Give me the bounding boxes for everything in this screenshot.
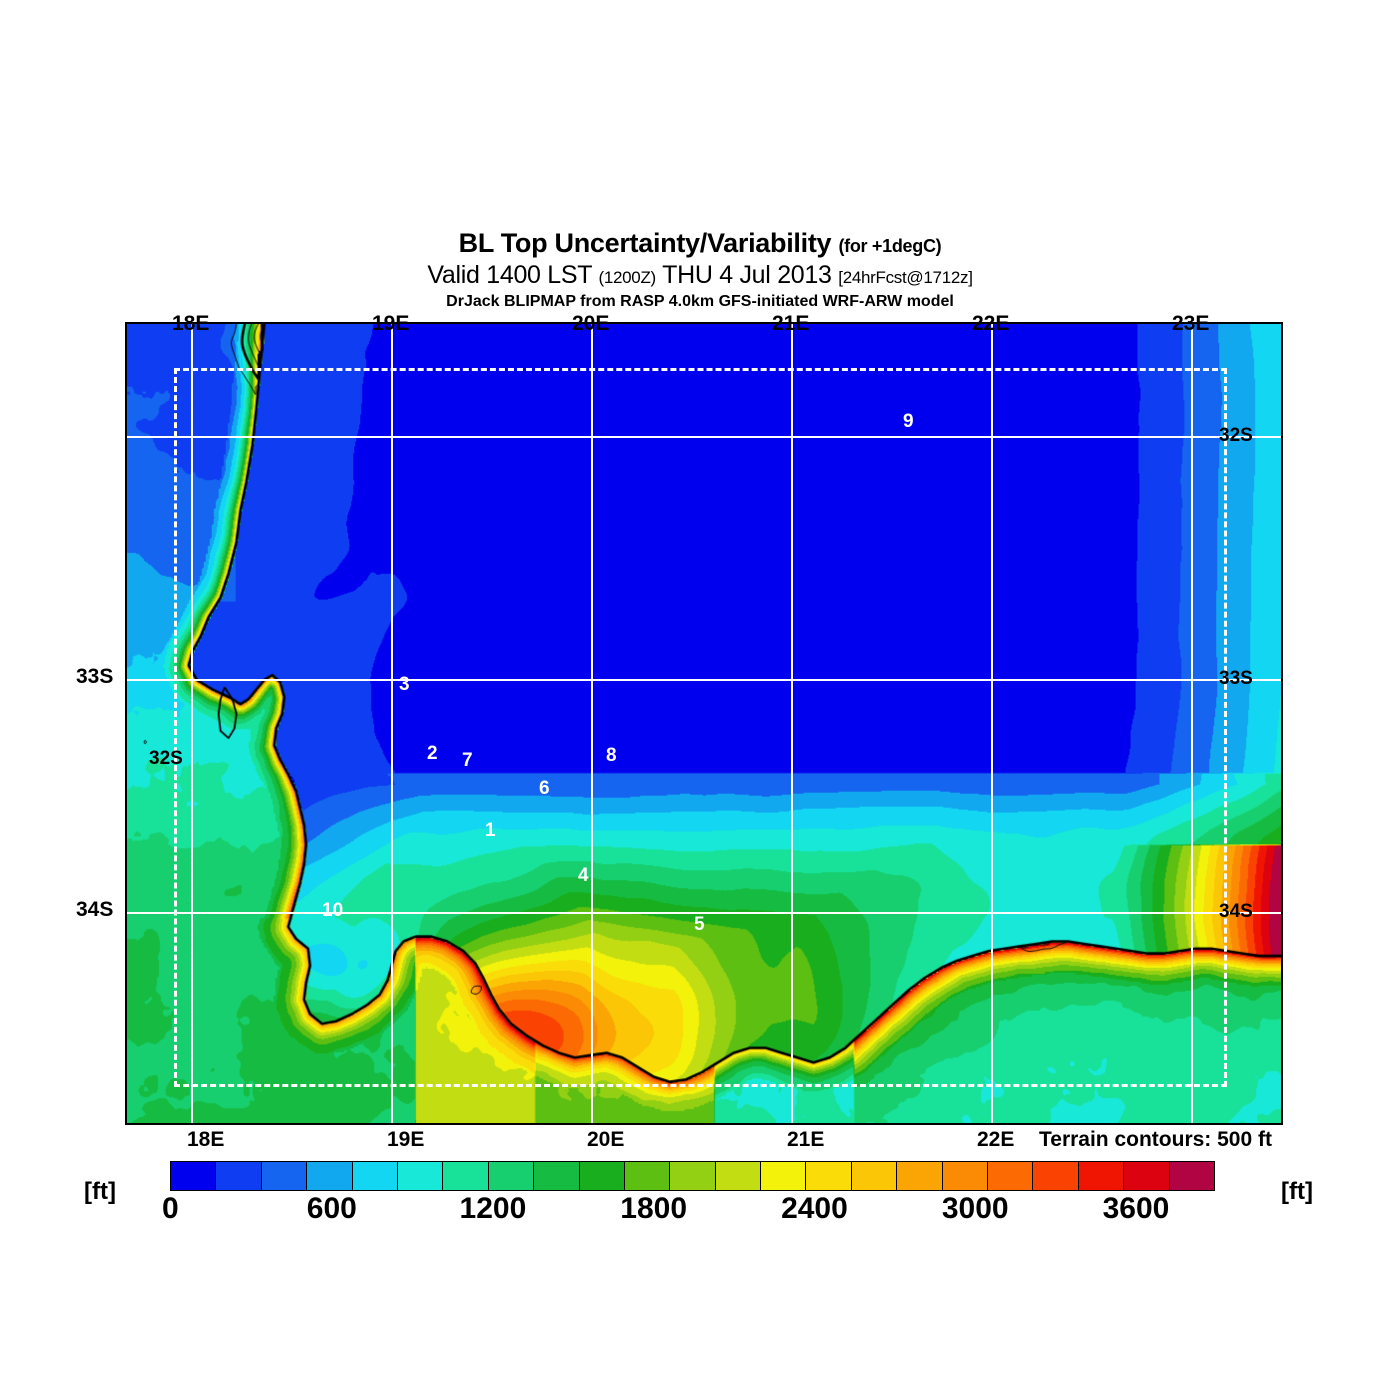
- gridline-lat-32s: [127, 436, 1281, 438]
- colorbar-swatch-0: [171, 1162, 217, 1190]
- lat-label-inside-34s-right: 34S: [1219, 901, 1253, 922]
- lon-label-bottom-20e: 20E: [587, 1128, 625, 1151]
- lon-label-top-18e: 18E: [172, 312, 210, 335]
- colorbar-swatch-4: [352, 1162, 398, 1190]
- colorbar-tick-600: 600: [306, 1192, 357, 1225]
- colorbar-tick-0: 0: [162, 1192, 179, 1225]
- lat-label-inside-32s-right: 32S: [1219, 425, 1253, 446]
- valid-z: (1200Z): [598, 268, 656, 287]
- colorbar-swatch-1: [216, 1162, 262, 1190]
- colorbar-swatch-12: [715, 1162, 762, 1190]
- gridline-lon-20e: [591, 324, 593, 1123]
- colorbar-swatch-10: [624, 1162, 671, 1190]
- colorbar-swatch-18: [988, 1162, 1034, 1190]
- lon-label-top-19e: 19E: [372, 312, 410, 335]
- colorbar-tick-1200: 1200: [459, 1192, 527, 1225]
- map-plot-area[interactable]: 32S 32S 33S 34S 1 2 3 4 5 6 7 8 9 10: [125, 322, 1283, 1125]
- site-marker-3[interactable]: 3: [399, 674, 410, 695]
- colorbar-swatch-14: [806, 1162, 852, 1190]
- gridline-lat-34s: [127, 912, 1281, 914]
- colorbar-swatch-8: [534, 1162, 580, 1190]
- colorbar-swatch-11: [670, 1162, 716, 1190]
- colorbar-unit-right: [ft]: [1281, 1178, 1313, 1205]
- title-main: BL Top Uncertainty/Variability: [458, 228, 832, 258]
- colorbar-tick-3600: 3600: [1102, 1192, 1170, 1225]
- colorbar-swatch-6: [443, 1162, 489, 1190]
- site-marker-9[interactable]: 9: [903, 411, 914, 432]
- gridline-lon-23e: [1191, 324, 1193, 1123]
- site-marker-1[interactable]: 1: [485, 820, 496, 841]
- site-marker-5[interactable]: 5: [694, 914, 705, 935]
- gridline-lon-18e: [191, 324, 193, 1123]
- lon-label-bottom-21e: 21E: [787, 1128, 825, 1151]
- colorbar-swatch-3: [307, 1162, 353, 1190]
- colorbar[interactable]: [170, 1161, 1215, 1191]
- gridline-lon-22e: [991, 324, 993, 1123]
- gridline-lon-21e: [791, 324, 793, 1123]
- colorbar-swatch-19: [1033, 1162, 1079, 1190]
- lon-label-top-22e: 22E: [972, 312, 1010, 335]
- colorbar-swatch-15: [851, 1162, 898, 1190]
- colorbar-swatch-5: [397, 1162, 444, 1190]
- terrain-contour-note: Terrain contours: 500 ft: [1037, 1128, 1274, 1152]
- forecast-field-canvas: [127, 324, 1281, 1123]
- colorbar-swatch-7: [488, 1162, 535, 1190]
- title-main-line: BL Top Uncertainty/Variability (for +1de…: [0, 228, 1400, 261]
- lon-label-top-21e: 21E: [772, 312, 810, 335]
- site-marker-8[interactable]: 8: [606, 745, 617, 766]
- title-main-suffix: (for +1degC): [838, 236, 942, 256]
- lon-label-bottom-19e: 19E: [387, 1128, 425, 1151]
- lon-label-bottom-18e: 18E: [187, 1128, 225, 1151]
- valid-date: THU 4 Jul 2013: [662, 261, 832, 289]
- colorbar-swatch-16: [897, 1162, 943, 1190]
- valid-prefix: Valid 1400 LST: [427, 261, 592, 289]
- lat-label-left-33s: 33S: [76, 665, 114, 688]
- site-marker-2[interactable]: 2: [427, 743, 438, 764]
- colorbar-tick-1800: 1800: [620, 1192, 688, 1225]
- site-marker-10[interactable]: 10: [322, 900, 344, 921]
- lon-label-bottom-22e: 22E: [977, 1128, 1015, 1151]
- colorbar-swatch-20: [1078, 1162, 1125, 1190]
- gridline-lat-33s: [127, 679, 1281, 681]
- colorbar-swatch-2: [261, 1162, 308, 1190]
- colorbar-swatch-9: [579, 1162, 625, 1190]
- site-marker-4[interactable]: 4: [578, 865, 589, 886]
- site-marker-6[interactable]: 6: [539, 778, 550, 799]
- lon-label-top-20e: 20E: [572, 312, 610, 335]
- site-marker-7[interactable]: 7: [462, 750, 473, 771]
- colorbar-unit-left: [ft]: [84, 1178, 116, 1205]
- colorbar-swatch-13: [761, 1162, 807, 1190]
- title-source: DrJack BLIPMAP from RASP 4.0km GFS-initi…: [446, 293, 954, 310]
- title-block: BL Top Uncertainty/Variability (for +1de…: [0, 228, 1400, 312]
- gridline-lon-19e: [391, 324, 393, 1123]
- lon-label-top-23e: 23E: [1172, 312, 1210, 335]
- lat-label-left-34s: 34S: [76, 898, 114, 921]
- lat-label-inside-33s-right: 33S: [1219, 668, 1253, 689]
- lat-label-inside-32s-left: 32S: [149, 748, 183, 769]
- valid-forecast: [24hrFcst@1712z]: [838, 268, 973, 287]
- title-valid-line: Valid 1400 LST (1200Z) THU 4 Jul 2013 [2…: [0, 261, 1400, 292]
- colorbar-swatch-17: [942, 1162, 989, 1190]
- colorbar-swatch-22: [1169, 1162, 1214, 1190]
- colorbar-tick-3000: 3000: [941, 1192, 1009, 1225]
- colorbar-tick-2400: 2400: [781, 1192, 848, 1225]
- colorbar-swatch-21: [1124, 1162, 1170, 1190]
